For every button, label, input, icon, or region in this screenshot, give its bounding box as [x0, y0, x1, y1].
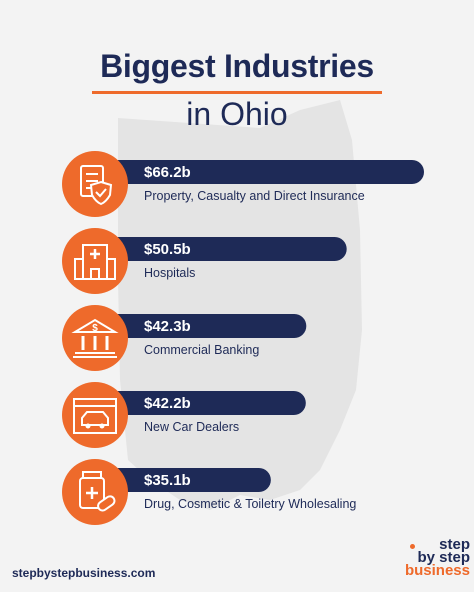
value-bar: [98, 468, 271, 492]
value-label: $42.3b: [144, 318, 191, 335]
value-label: $35.1b: [144, 472, 191, 489]
title-underline: [92, 91, 382, 94]
title-sub: in Ohio: [186, 96, 288, 132]
category-label: New Car Dealers: [144, 420, 239, 434]
logo-line-1: step: [439, 536, 470, 553]
category-label: Property, Casualty and Direct Insurance: [144, 189, 365, 203]
industry-row: $35.1b Drug, Cosmetic & Toiletry Wholesal…: [62, 459, 356, 525]
title-block: Biggest Industries in Ohio: [0, 48, 474, 133]
logo-dot: [410, 544, 415, 549]
value-bar: [98, 160, 424, 184]
category-label: Drug, Cosmetic & Toiletry Wholesaling: [144, 497, 356, 511]
medicine-bottle-icon: [62, 459, 128, 525]
title-main: Biggest Industries: [100, 48, 374, 84]
industry-row: $50.5b Hospitals: [62, 228, 347, 294]
car-dealer-icon: [62, 382, 128, 448]
insurance-document-icon: [62, 151, 128, 217]
step-by-step-logo: step by step business: [390, 536, 470, 582]
bank-icon: $: [62, 305, 128, 371]
value-bar: [98, 237, 347, 261]
value-label: $50.5b: [144, 241, 191, 258]
value-label: $42.2b: [144, 395, 191, 412]
category-label: Hospitals: [144, 266, 195, 280]
logo-line-2: by step: [417, 549, 470, 566]
value-bar: [98, 391, 306, 415]
industry-row: $42.3b Commercial Banking $: [62, 305, 307, 371]
industry-row: $66.2b Property, Casualty and Direct Insu…: [62, 151, 424, 217]
value-label: $66.2b: [144, 164, 191, 181]
industry-row: $42.2b New Car Dealers: [62, 382, 306, 448]
value-bar: [98, 314, 307, 338]
logo-line-3: business: [404, 562, 470, 579]
svg-text:$: $: [92, 323, 98, 334]
footer-url[interactable]: stepbystepbusiness.com: [12, 566, 156, 580]
category-label: Commercial Banking: [144, 343, 259, 357]
hospital-building-icon: [62, 228, 128, 294]
